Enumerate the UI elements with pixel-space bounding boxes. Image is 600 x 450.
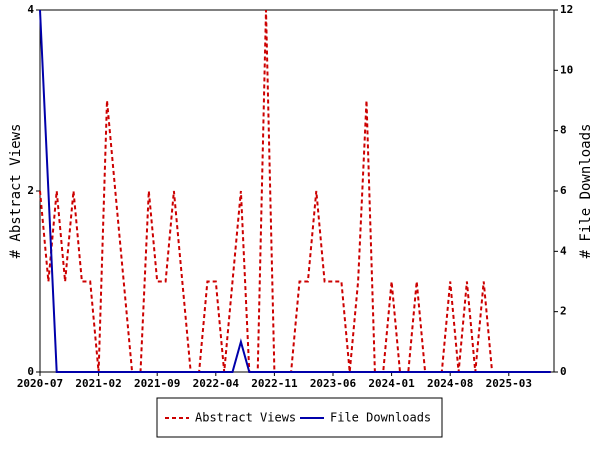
y2-tick-label: 2	[560, 305, 567, 318]
x-tick-label: 2024-08	[427, 377, 473, 390]
y2-tick-label: 10	[560, 63, 573, 76]
y2-tick-label: 8	[560, 124, 567, 137]
x-tick-label: 2020-07	[17, 377, 63, 390]
y-tick-label: 4	[27, 3, 34, 16]
y2-tick-label: 12	[560, 3, 573, 16]
y2-axis-label: # File Downloads	[578, 124, 594, 259]
y-tick-label: 0	[27, 365, 34, 378]
x-tick-label: 2025-03	[486, 377, 532, 390]
y2-tick-label: 6	[560, 184, 567, 197]
x-tick-label: 2021-02	[75, 377, 121, 390]
y2-tick-label: 4	[560, 244, 567, 257]
x-tick-label: 2022-04	[193, 377, 240, 390]
legend-label: File Downloads	[330, 411, 431, 425]
series-line	[39, 9, 551, 373]
y-tick-label: 2	[27, 184, 34, 197]
series-line	[39, 9, 551, 373]
legend-label: Abstract Views	[195, 411, 296, 425]
y-axis-label: # Abstract Views	[8, 124, 24, 259]
x-tick-label: 2022-11	[251, 377, 298, 390]
x-tick-label: 2023-06	[310, 377, 357, 390]
x-tick-label: 2024-01	[368, 377, 415, 390]
legend-box	[156, 397, 443, 438]
x-tick-label: 2021-09	[134, 377, 180, 390]
y2-tick-label: 0	[560, 365, 567, 378]
